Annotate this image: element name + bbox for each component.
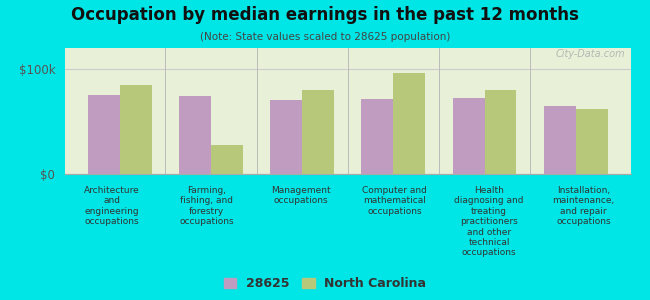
Text: Architecture
and
engineering
occupations: Architecture and engineering occupations — [84, 186, 140, 226]
Text: Farming,
fishing, and
forestry
occupations: Farming, fishing, and forestry occupatio… — [179, 186, 234, 226]
Bar — [484, 90, 517, 174]
Bar — [88, 95, 120, 174]
Bar — [544, 106, 576, 174]
Bar — [361, 99, 393, 174]
Text: (Note: State values scaled to 28625 population): (Note: State values scaled to 28625 popu… — [200, 32, 450, 41]
Text: City-Data.com: City-Data.com — [555, 49, 625, 59]
Bar — [576, 109, 608, 174]
Bar — [120, 85, 151, 174]
Text: Occupation by median earnings in the past 12 months: Occupation by median earnings in the pas… — [71, 6, 579, 24]
Bar — [393, 73, 425, 174]
Bar — [211, 145, 243, 174]
Legend: 28625, North Carolina: 28625, North Carolina — [220, 273, 430, 294]
Text: Installation,
maintenance,
and repair
occupations: Installation, maintenance, and repair oc… — [552, 186, 614, 226]
Text: Management
occupations: Management occupations — [271, 186, 330, 206]
Bar — [302, 90, 334, 174]
Text: Computer and
mathematical
occupations: Computer and mathematical occupations — [363, 186, 427, 216]
Text: Health
diagnosing and
treating
practitioners
and other
technical
occupations: Health diagnosing and treating practitio… — [454, 186, 524, 257]
Bar — [270, 100, 302, 174]
Bar — [452, 98, 484, 174]
Bar — [179, 96, 211, 174]
